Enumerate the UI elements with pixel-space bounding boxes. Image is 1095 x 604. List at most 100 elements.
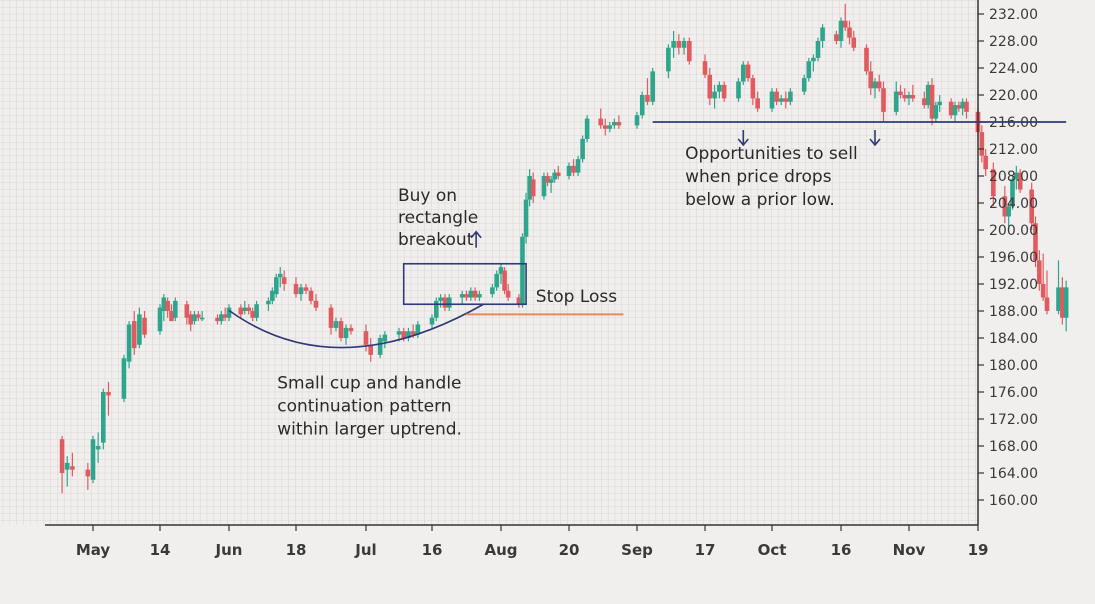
candle-up: [1006, 203, 1011, 227]
candle-up: [523, 192, 529, 244]
candle-body: [184, 304, 190, 318]
candle-body: [1040, 284, 1046, 298]
y-tick-label: 232.00: [989, 7, 1038, 23]
arrow-down-icon: [737, 130, 749, 147]
candle-down: [755, 91, 760, 112]
candle-up: [811, 54, 816, 72]
candle-down: [1033, 216, 1038, 268]
candle-body: [645, 95, 650, 102]
candle-body: [219, 314, 224, 322]
candle-down: [979, 125, 985, 163]
candle-up: [815, 37, 821, 62]
candle-body: [396, 331, 402, 335]
candle-body: [328, 307, 334, 328]
candle-body: [815, 41, 821, 58]
candle-down: [281, 270, 287, 291]
candle-body: [740, 64, 746, 82]
candle-down: [983, 149, 988, 176]
y-tick-label: 172.00: [989, 412, 1038, 428]
candle-up: [650, 68, 655, 106]
candle-down: [131, 311, 137, 355]
candle-down: [1060, 277, 1065, 325]
candle-body: [864, 47, 869, 72]
buy-annotation: Buy on rectangle breakout: [398, 186, 478, 250]
candle-body: [523, 199, 529, 237]
candle-body: [616, 122, 622, 126]
candle-down: [308, 287, 314, 305]
candle-down: [464, 290, 469, 301]
candle-up: [681, 37, 687, 55]
candle-body: [979, 132, 985, 156]
candle-body: [250, 311, 255, 318]
candle-body: [721, 84, 727, 99]
candle-down: [363, 324, 369, 352]
candle-body: [64, 462, 70, 470]
candles: [59, 3, 1069, 494]
candle-down: [516, 294, 522, 308]
candle-down: [842, 3, 848, 31]
candle-down: [293, 277, 299, 298]
candle-down: [85, 462, 91, 490]
candle-body: [415, 324, 421, 335]
candle-body: [872, 81, 878, 89]
candle-up: [893, 81, 899, 116]
candle-body: [1029, 189, 1034, 224]
x-tick-label: Jun: [215, 541, 243, 559]
candle-down: [922, 91, 927, 109]
candle-down: [898, 84, 903, 99]
candle-body: [960, 101, 965, 109]
x-tick-label: Aug: [484, 541, 517, 559]
candle-body: [717, 84, 722, 92]
x-tick-label: 16: [422, 541, 443, 559]
candle-body: [639, 95, 645, 116]
candle-down: [222, 307, 228, 322]
x-tick-label: 14: [150, 541, 171, 559]
candle-body: [161, 297, 167, 311]
candle-body: [925, 84, 931, 106]
candle-body: [607, 125, 613, 129]
candle-up: [434, 297, 439, 322]
y-tick-label: 196.00: [989, 250, 1038, 266]
candle-up: [270, 287, 275, 305]
candle-body: [712, 91, 717, 99]
candle-body: [165, 300, 170, 311]
candle-body: [70, 466, 75, 470]
arrow-down-icon: [869, 130, 881, 147]
candle-body: [298, 287, 304, 295]
candle-body: [545, 176, 550, 183]
y-tick-label: 212.00: [989, 142, 1038, 158]
candle-body: [377, 338, 383, 355]
candle-up: [382, 331, 388, 349]
cup-annotation-line: Small cup and handle: [277, 374, 461, 394]
candle-up: [801, 74, 807, 95]
candle-body: [490, 287, 495, 295]
candle-body: [650, 71, 655, 102]
candle-down: [530, 172, 536, 203]
candle-up: [199, 311, 205, 322]
y-tick-label: 180.00: [989, 358, 1038, 374]
candle-body: [584, 118, 590, 139]
candle-body: [1014, 172, 1019, 180]
candle-body: [983, 155, 988, 170]
candle-up: [459, 290, 465, 305]
x-tick-label: May: [76, 541, 111, 559]
candle-body: [933, 105, 939, 119]
candle-body: [406, 331, 411, 338]
candle-body: [401, 331, 407, 338]
candle-body: [85, 469, 91, 477]
cup-curve: [228, 303, 484, 349]
candle-down: [910, 84, 916, 102]
candle-down: [188, 311, 193, 332]
candle-up: [960, 98, 965, 116]
candle-body: [1006, 206, 1011, 217]
candle-down: [687, 37, 692, 65]
candle-body: [505, 290, 511, 298]
candle-body: [681, 41, 687, 48]
candle-down: [250, 307, 255, 322]
candle-down: [303, 284, 309, 295]
candle-up: [446, 294, 452, 311]
candle-body: [1033, 223, 1038, 261]
sell-annotation: Opportunities to sell when price drops bel…: [685, 144, 858, 210]
candle-down: [555, 165, 561, 180]
